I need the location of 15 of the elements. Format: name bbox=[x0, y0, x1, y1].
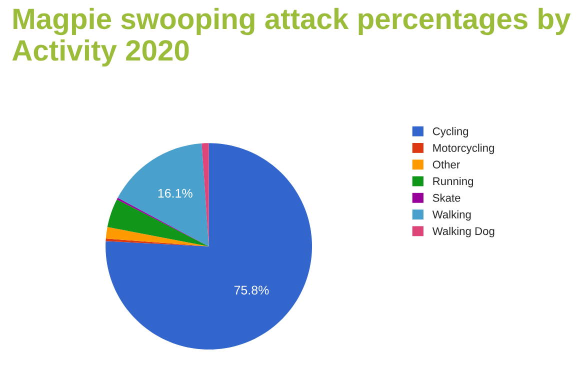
legend-label: Walking Dog bbox=[432, 226, 494, 238]
legend-label: Walking bbox=[432, 210, 471, 221]
legend-label: Skate bbox=[432, 194, 460, 202]
legend-label: Running bbox=[433, 177, 474, 188]
legend-label: Motorcycling bbox=[433, 144, 494, 154]
chart-title: Magpie swooping attack percentages by Activity 2020 bbox=[12, 8, 571, 67]
data-label: 16.1% bbox=[158, 188, 192, 198]
data-label: 75.8% bbox=[234, 286, 269, 295]
pie-slice bbox=[118, 143, 209, 246]
pie-slice bbox=[202, 143, 209, 246]
pie-slice bbox=[106, 143, 312, 350]
legend-label: Other bbox=[432, 160, 460, 169]
pie-slice bbox=[106, 238, 209, 246]
pie-slice bbox=[106, 226, 209, 246]
legend-label: Cycling bbox=[432, 127, 468, 138]
